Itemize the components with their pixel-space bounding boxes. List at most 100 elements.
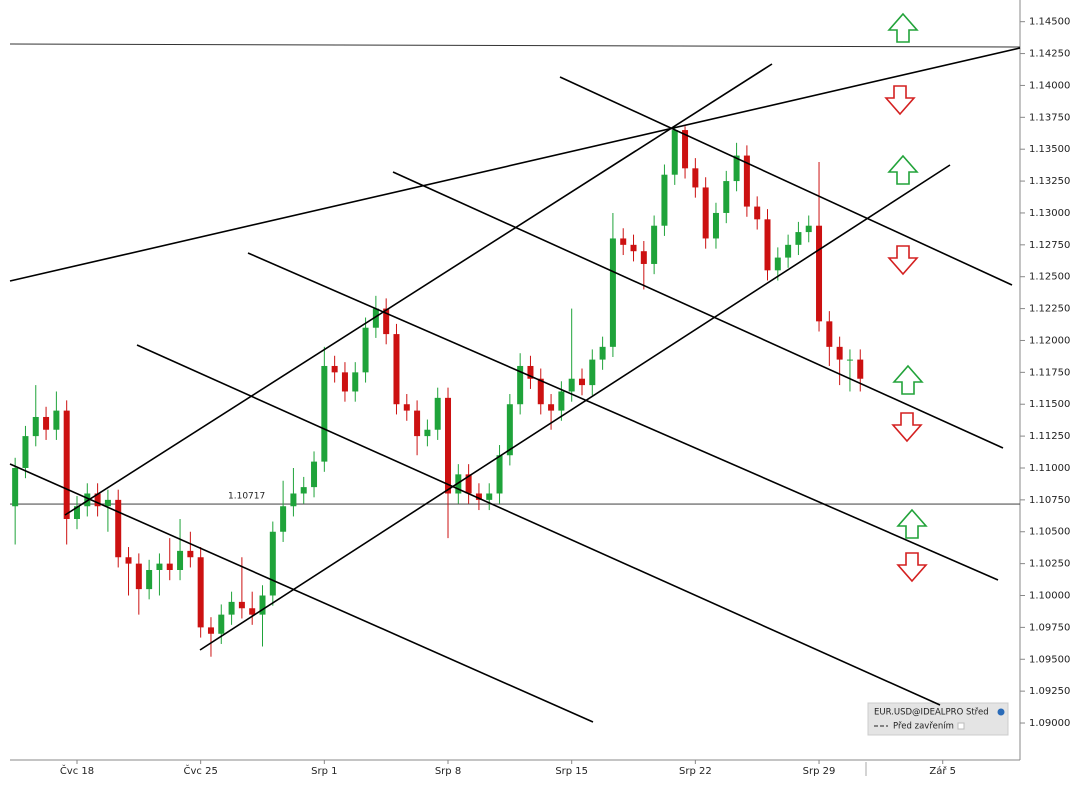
x-tick-label: Zář 5: [929, 765, 956, 777]
y-tick-label: 1.13000: [1029, 208, 1070, 219]
candle-body: [228, 601, 235, 615]
candle-body: [238, 601, 245, 609]
trend-line: [559, 76, 1013, 286]
trend-line: [392, 171, 1004, 449]
candle-body: [197, 557, 204, 628]
x-tick-label: Čvc 25: [184, 764, 218, 777]
candle-body: [517, 365, 524, 405]
candle-body: [702, 187, 709, 239]
up-arrow: [887, 154, 919, 185]
candle-body: [249, 608, 256, 615]
candle-body: [414, 410, 421, 437]
candle-body: [383, 308, 390, 335]
candle-body: [362, 327, 369, 373]
up-arrow: [896, 508, 928, 539]
candle-body: [682, 130, 689, 169]
candle-body: [135, 563, 142, 590]
down-arrow: [891, 412, 923, 443]
candle-body: [578, 378, 585, 386]
y-tick-label: 1.09750: [1029, 622, 1070, 633]
x-tick-label: Srp 29: [803, 766, 836, 777]
candle-body: [104, 499, 111, 507]
candle-body: [754, 206, 761, 220]
down-arrow: [887, 245, 919, 276]
trend-line: [136, 344, 941, 706]
candle-body: [826, 321, 833, 347]
y-tick-label: 1.11250: [1029, 431, 1070, 442]
up-arrow: [892, 364, 924, 395]
candle-body: [166, 563, 173, 570]
legend-icon: [997, 708, 1005, 716]
candle-body: [352, 372, 359, 392]
candle-body: [465, 474, 472, 494]
candle-body: [393, 334, 400, 405]
candle-body: [53, 410, 60, 430]
x-tick-label: Srp 22: [679, 766, 712, 777]
y-tick-label: 1.11750: [1029, 367, 1070, 378]
candle-body: [94, 493, 101, 507]
candle-body: [218, 614, 225, 634]
candle-body: [651, 225, 658, 264]
candle-body: [63, 410, 70, 519]
y-tick-label: 1.09500: [1029, 654, 1070, 665]
candle-body: [177, 550, 184, 570]
candle-body: [785, 244, 792, 258]
x-tick-label: Srp 15: [555, 766, 588, 777]
candle-body: [146, 570, 153, 590]
candle-body: [475, 493, 482, 500]
candle-body: [280, 506, 287, 532]
candle-body: [764, 219, 771, 271]
y-tick-label: 1.10000: [1029, 591, 1070, 602]
legend-note: Před zavřením: [893, 722, 954, 732]
candle-body: [115, 499, 122, 558]
trend-line: [9, 43, 1021, 48]
legend-checkbox[interactable]: [957, 722, 965, 730]
candle-body: [424, 429, 431, 437]
reference-label: 1.10717: [228, 492, 265, 502]
candle-body: [73, 506, 80, 519]
x-tick-label: Čvc 18: [60, 764, 94, 777]
trend-line: [9, 463, 594, 723]
candle-body: [311, 461, 318, 488]
legend: EUR.USD@IDEALPRO Střed Před zavřením: [867, 702, 1009, 736]
y-tick-label: 1.10250: [1029, 559, 1070, 570]
candle-body: [692, 168, 699, 188]
trend-line: [199, 164, 951, 651]
candle-body: [630, 244, 637, 252]
candle-body: [434, 397, 441, 430]
candle-body: [486, 493, 493, 500]
y-tick-label: 1.12000: [1029, 335, 1070, 346]
candle-body: [372, 308, 379, 328]
y-tick-label: 1.11000: [1029, 463, 1070, 474]
y-tick-label: 1.14000: [1029, 80, 1070, 91]
y-tick-label: 1.10750: [1029, 495, 1070, 506]
candle-body: [558, 391, 565, 411]
candle-body: [733, 155, 740, 182]
y-tick-label: 1.14500: [1029, 17, 1070, 28]
x-tick-label: Srp 1: [311, 766, 337, 777]
candle-body: [527, 365, 534, 379]
candle-body: [455, 474, 462, 494]
y-tick-label: 1.09000: [1029, 718, 1070, 729]
y-tick-label: 1.14250: [1029, 49, 1070, 60]
candle-body: [795, 232, 802, 245]
candle-body: [300, 487, 307, 494]
candle-body: [290, 493, 297, 507]
candle-body: [269, 531, 276, 596]
y-tick-label: 1.13750: [1029, 112, 1070, 123]
candle-body: [506, 404, 513, 456]
candle-body: [156, 563, 163, 570]
candle-body: [836, 346, 843, 360]
candle-body: [321, 365, 328, 462]
candle-body: [125, 557, 132, 564]
up-arrow: [887, 12, 919, 43]
down-arrow: [896, 552, 928, 583]
trend-line: [64, 63, 773, 516]
candle-body: [548, 404, 555, 411]
candle-body: [609, 238, 616, 347]
candle-body: [712, 212, 719, 239]
candle-body: [774, 257, 781, 271]
